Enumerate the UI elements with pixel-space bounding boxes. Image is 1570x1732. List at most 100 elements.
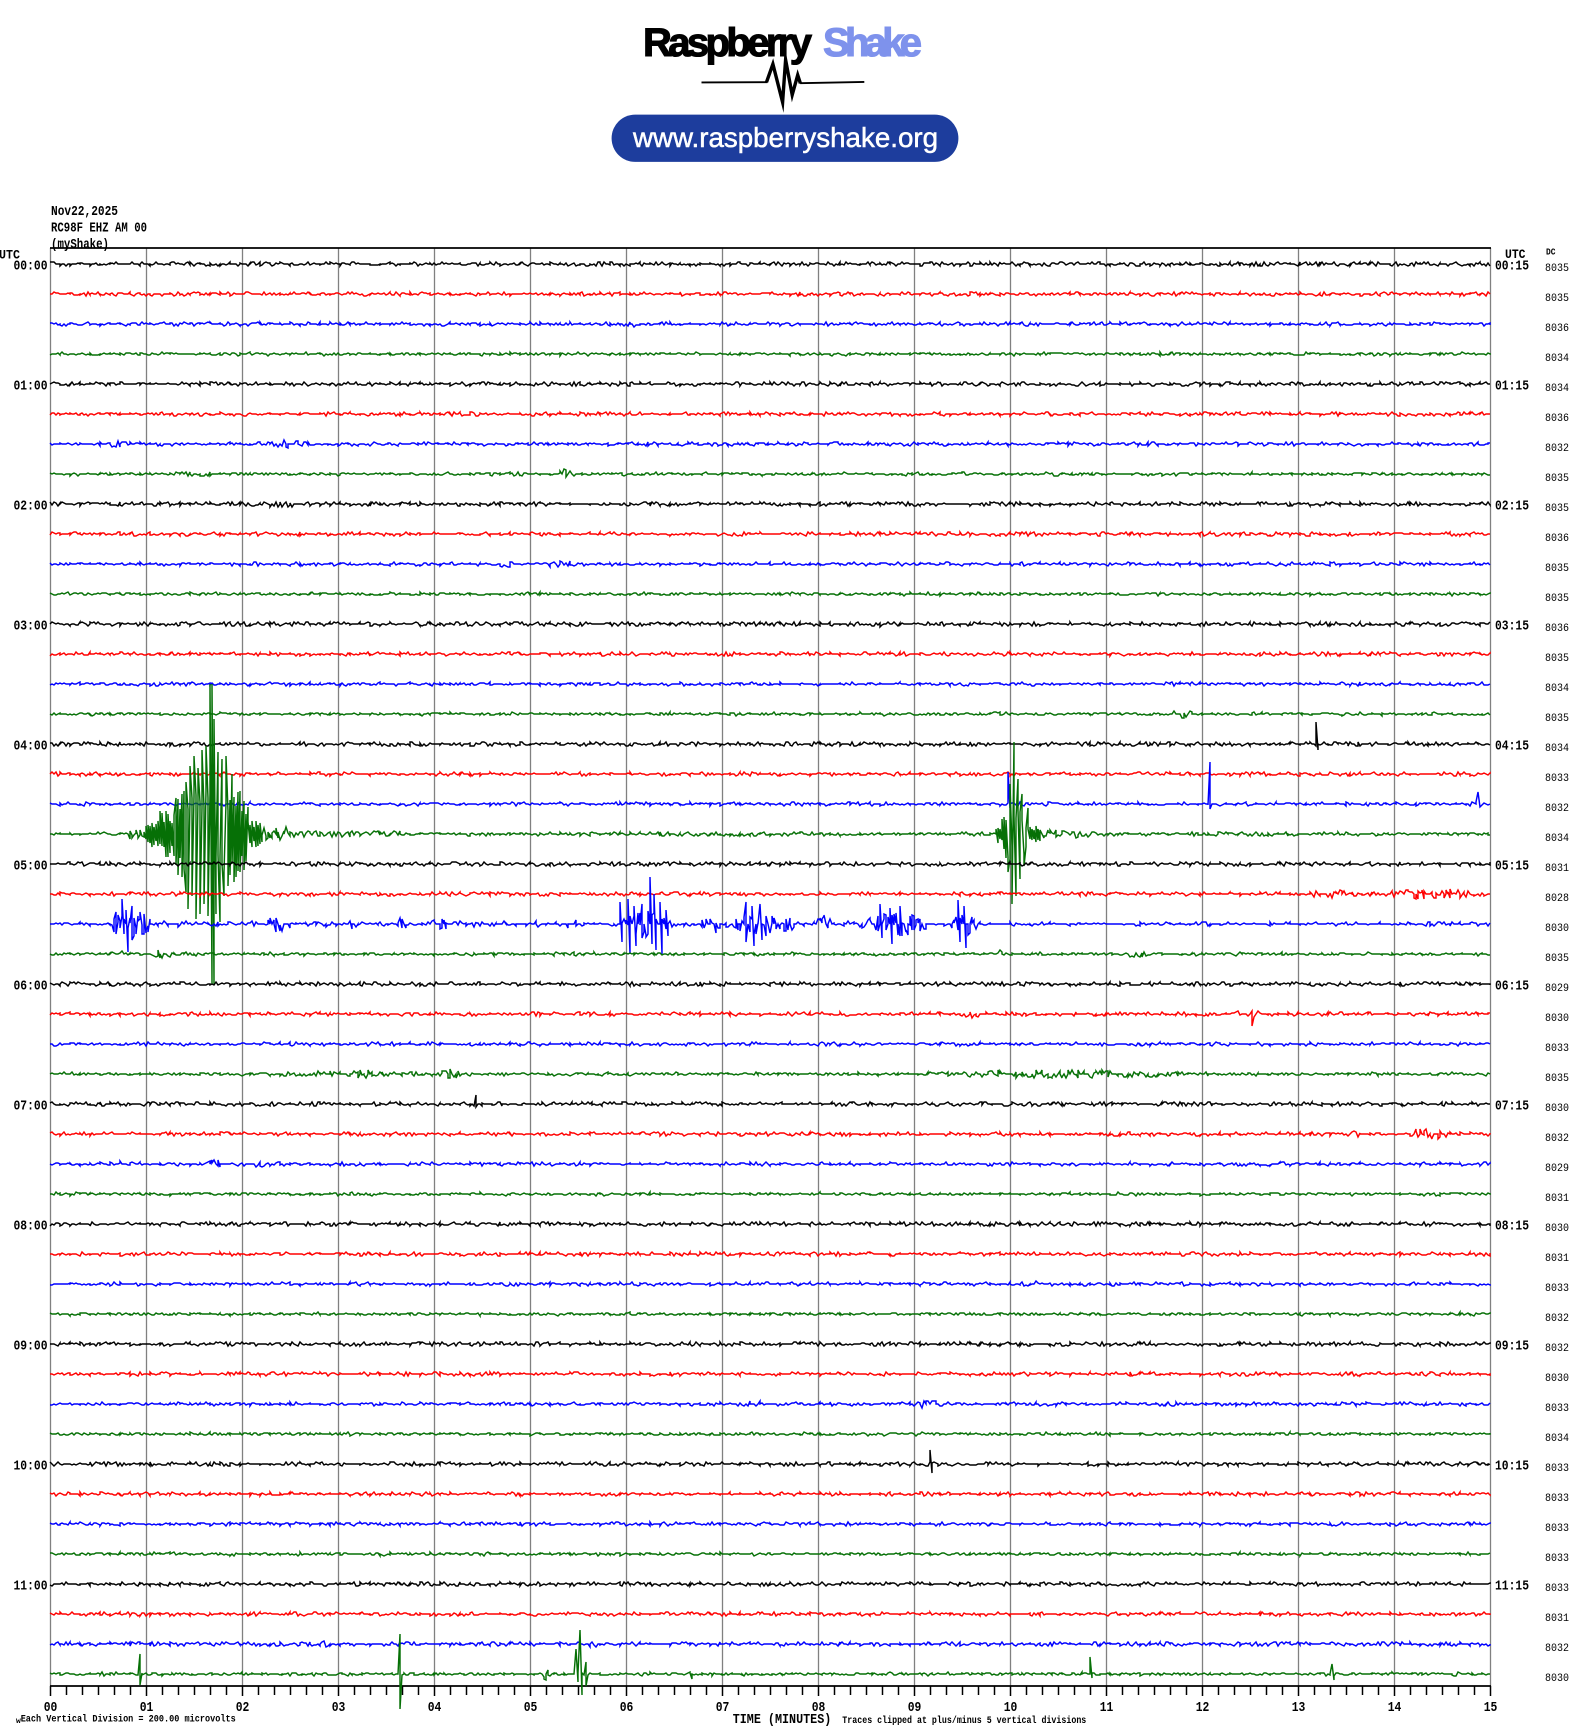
svg-text:TIME (MINUTES): TIME (MINUTES) (733, 1712, 832, 1728)
svg-text:15: 15 (1484, 1700, 1498, 1716)
svg-text:8036: 8036 (1545, 323, 1569, 335)
svg-text:8030: 8030 (1545, 1223, 1569, 1235)
svg-text:06: 06 (620, 1700, 634, 1716)
svg-text:8028: 8028 (1545, 893, 1569, 905)
svg-text:02:00: 02:00 (14, 499, 48, 515)
svg-text:8031: 8031 (1545, 1193, 1569, 1205)
svg-text:8035: 8035 (1545, 563, 1569, 575)
svg-text:8035: 8035 (1545, 473, 1569, 485)
svg-text:01: 01 (140, 1700, 154, 1716)
svg-text:8030: 8030 (1545, 1673, 1569, 1685)
svg-text:01:15: 01:15 (1495, 379, 1529, 395)
svg-text:8033: 8033 (1545, 1493, 1569, 1505)
svg-text:11:15: 11:15 (1495, 1579, 1529, 1595)
svg-text:8032: 8032 (1545, 1313, 1569, 1325)
svg-text:09:00: 09:00 (14, 1339, 48, 1355)
svg-text:8033: 8033 (1545, 1553, 1569, 1565)
svg-text:8034: 8034 (1545, 683, 1569, 695)
svg-text:08:15: 08:15 (1495, 1219, 1529, 1235)
svg-text:02:15: 02:15 (1495, 499, 1529, 515)
svg-text:05:15: 05:15 (1495, 859, 1529, 875)
svg-text:8032: 8032 (1545, 803, 1569, 815)
svg-text:01:00: 01:00 (14, 379, 48, 395)
svg-text:03: 03 (332, 1700, 346, 1716)
svg-text:09: 09 (908, 1700, 922, 1716)
svg-text:08: 08 (812, 1700, 826, 1716)
svg-text:8029: 8029 (1545, 1163, 1569, 1175)
svg-text:04:00: 04:00 (14, 739, 48, 755)
svg-text:8035: 8035 (1545, 503, 1569, 515)
svg-text:8036: 8036 (1545, 533, 1569, 545)
svg-text:12: 12 (1196, 1700, 1210, 1716)
svg-text:8036: 8036 (1545, 413, 1569, 425)
svg-text:8032: 8032 (1545, 443, 1569, 455)
svg-text:8032: 8032 (1545, 1643, 1569, 1655)
svg-text:09:15: 09:15 (1495, 1339, 1529, 1355)
svg-text:8033: 8033 (1545, 773, 1569, 785)
svg-text:8030: 8030 (1545, 1013, 1569, 1025)
svg-text:8034: 8034 (1545, 383, 1569, 395)
svg-text:06:00: 06:00 (14, 979, 48, 995)
svg-text:8033: 8033 (1545, 1283, 1569, 1295)
svg-text:8029: 8029 (1545, 983, 1569, 995)
svg-text:10:00: 10:00 (14, 1459, 48, 1475)
svg-text:07:15: 07:15 (1495, 1099, 1529, 1115)
svg-text:07:00: 07:00 (14, 1099, 48, 1115)
svg-text:8033: 8033 (1545, 1463, 1569, 1475)
svg-text:00: 00 (44, 1700, 58, 1716)
svg-text:8033: 8033 (1545, 1403, 1569, 1415)
svg-text:8035: 8035 (1545, 713, 1569, 725)
svg-text:04: 04 (428, 1700, 442, 1716)
svg-text:UTC: UTC (1505, 247, 1526, 262)
svg-text:03:15: 03:15 (1495, 619, 1529, 635)
svg-text:UTC: UTC (0, 248, 20, 263)
svg-text:8034: 8034 (1545, 1433, 1569, 1445)
svg-text:07: 07 (716, 1700, 730, 1716)
svg-text:8033: 8033 (1545, 1043, 1569, 1055)
svg-text:8032: 8032 (1545, 1133, 1569, 1145)
svg-text:8035: 8035 (1545, 953, 1569, 965)
svg-text:8031: 8031 (1545, 1253, 1569, 1265)
svg-text:w: w (16, 1717, 21, 1726)
svg-text:11: 11 (1100, 1700, 1114, 1716)
svg-text:8030: 8030 (1545, 1103, 1569, 1115)
svg-text:03:00: 03:00 (14, 619, 48, 635)
svg-text:00:15: 00:15 (1495, 259, 1529, 275)
svg-text:8031: 8031 (1545, 863, 1569, 875)
svg-text:8035: 8035 (1545, 653, 1569, 665)
svg-text:8034: 8034 (1545, 743, 1569, 755)
svg-text:8035: 8035 (1545, 1073, 1569, 1085)
svg-text:13: 13 (1292, 1700, 1306, 1716)
svg-text:Raspberry: Raspberry (643, 21, 813, 65)
svg-text:10:15: 10:15 (1495, 1459, 1529, 1475)
svg-text:11:00: 11:00 (14, 1579, 48, 1595)
svg-text:(myShake): (myShake) (51, 237, 109, 253)
svg-text:8030: 8030 (1545, 1373, 1569, 1385)
svg-text:8035: 8035 (1545, 263, 1569, 275)
svg-text:8033: 8033 (1545, 1523, 1569, 1535)
svg-text:00:00: 00:00 (14, 259, 48, 275)
svg-text:05:00: 05:00 (14, 859, 48, 875)
svg-text:Traces clipped at plus/minus 5: Traces clipped at plus/minus 5 vertical … (842, 1715, 1086, 1727)
svg-text:05: 05 (524, 1700, 538, 1716)
svg-text:Nov22,2025: Nov22,2025 (51, 204, 118, 220)
svg-text:www.raspberryshake.org: www.raspberryshake.org (632, 122, 938, 153)
svg-text:08:00: 08:00 (14, 1219, 48, 1235)
svg-text:8034: 8034 (1545, 833, 1569, 845)
svg-text:8035: 8035 (1545, 593, 1569, 605)
svg-text:14: 14 (1388, 1700, 1402, 1716)
svg-text:8030: 8030 (1545, 923, 1569, 935)
svg-text:RC98F EHZ AM 00: RC98F EHZ AM 00 (51, 221, 147, 237)
svg-text:10: 10 (1004, 1700, 1018, 1716)
svg-text:Each Vertical Division = 200.: Each Vertical Division = 200.00 microvol… (21, 1714, 236, 1726)
svg-text:8034: 8034 (1545, 353, 1569, 365)
svg-text:8035: 8035 (1545, 293, 1569, 305)
svg-text:02: 02 (236, 1700, 250, 1716)
svg-text:04:15: 04:15 (1495, 739, 1529, 755)
svg-text:8031: 8031 (1545, 1613, 1569, 1625)
svg-text:8033: 8033 (1545, 1583, 1569, 1595)
svg-text:8036: 8036 (1545, 623, 1569, 635)
svg-text:8032: 8032 (1545, 1343, 1569, 1355)
svg-text:06:15: 06:15 (1495, 979, 1529, 995)
svg-text:Shake: Shake (823, 21, 922, 65)
